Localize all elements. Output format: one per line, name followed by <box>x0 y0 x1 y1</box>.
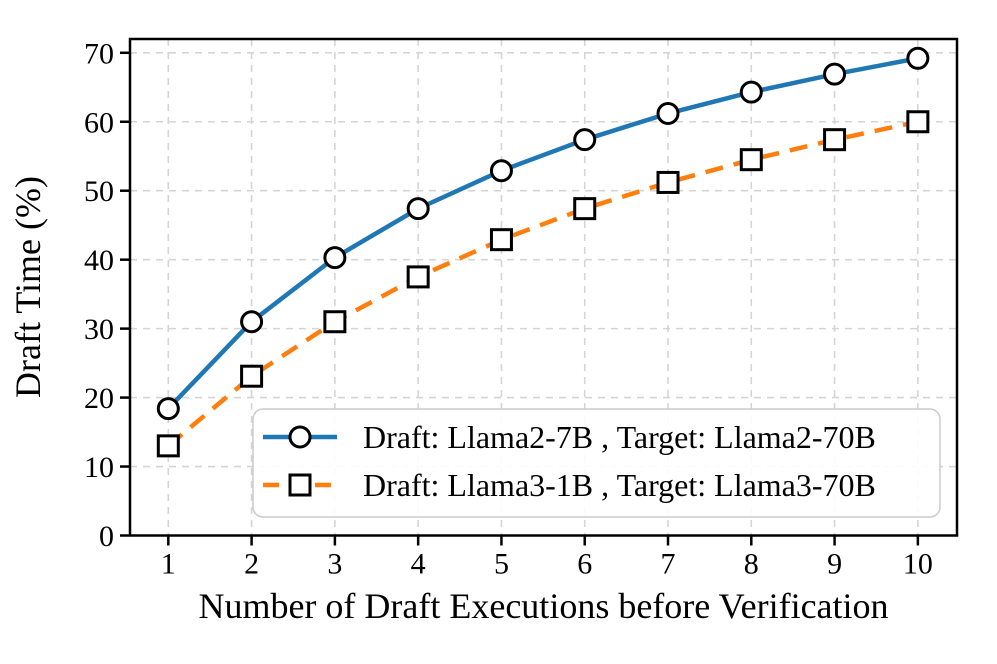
y-tick-label: 40 <box>84 244 114 277</box>
x-axis-label: Number of Draft Executions before Verifi… <box>198 586 888 626</box>
data-point-marker <box>656 101 680 125</box>
legend-label-llama3: Draft: Llama3-1B , Target: Llama3-70B <box>363 467 876 503</box>
legend-marker-sample <box>288 473 312 497</box>
data-point-marker <box>573 197 597 221</box>
x-tick-label: 2 <box>244 548 259 581</box>
data-point-marker <box>656 170 680 194</box>
legend-label-llama2: Draft: Llama2-7B , Target: Llama2-70B <box>363 419 876 455</box>
data-point-marker <box>156 434 180 458</box>
x-tick-label: 8 <box>744 548 759 581</box>
data-point-marker <box>739 80 763 104</box>
x-tick-label: 4 <box>411 548 426 581</box>
data-point-marker <box>156 397 180 421</box>
y-tick-label: 20 <box>84 382 114 415</box>
data-point-marker <box>573 128 597 152</box>
y-tick-label: 60 <box>84 106 114 139</box>
legend-box <box>252 408 941 518</box>
data-point-marker <box>406 197 430 221</box>
data-point-marker <box>240 310 264 334</box>
legend-marker-sample <box>288 425 312 449</box>
data-point-marker <box>323 246 347 270</box>
x-tick-label: 6 <box>577 548 592 581</box>
series-line-1 <box>166 119 919 448</box>
plot-border <box>128 37 959 537</box>
legend: Draft: Llama2-7B , Target: Llama2-70B Dr… <box>252 408 941 518</box>
y-axis-label: Draft Time (%) <box>8 176 48 398</box>
x-tick-label: 5 <box>494 548 509 581</box>
y-tick-label: 50 <box>84 175 114 208</box>
x-tick-label: 3 <box>327 548 342 581</box>
x-tick-label: 1 <box>161 548 176 581</box>
data-point-marker <box>906 46 930 70</box>
data-point-marker <box>406 265 430 289</box>
series-line-0 <box>166 56 919 411</box>
y-tick-label: 30 <box>84 313 114 346</box>
data-point-marker <box>323 310 347 334</box>
y-tick-label: 70 <box>84 37 114 70</box>
plot-layer: 1 2 3 4 5 6 7 8 9 10 0 10 20 30 40 50 60 70 <box>84 37 957 581</box>
legend-samples <box>263 425 337 497</box>
y-tick-label: 10 <box>84 451 114 484</box>
data-point-marker <box>489 159 513 183</box>
x-tick-label: 10 <box>903 548 933 581</box>
data-point-marker <box>240 364 264 388</box>
data-point-marker <box>739 148 763 172</box>
data-point-marker <box>906 110 930 134</box>
data-point-marker <box>823 62 847 86</box>
x-tick-label: 9 <box>827 548 842 581</box>
x-tick-label: 7 <box>661 548 676 581</box>
data-point-marker <box>823 128 847 152</box>
data-point-marker <box>489 228 513 252</box>
y-tick-label: 0 <box>99 520 114 553</box>
